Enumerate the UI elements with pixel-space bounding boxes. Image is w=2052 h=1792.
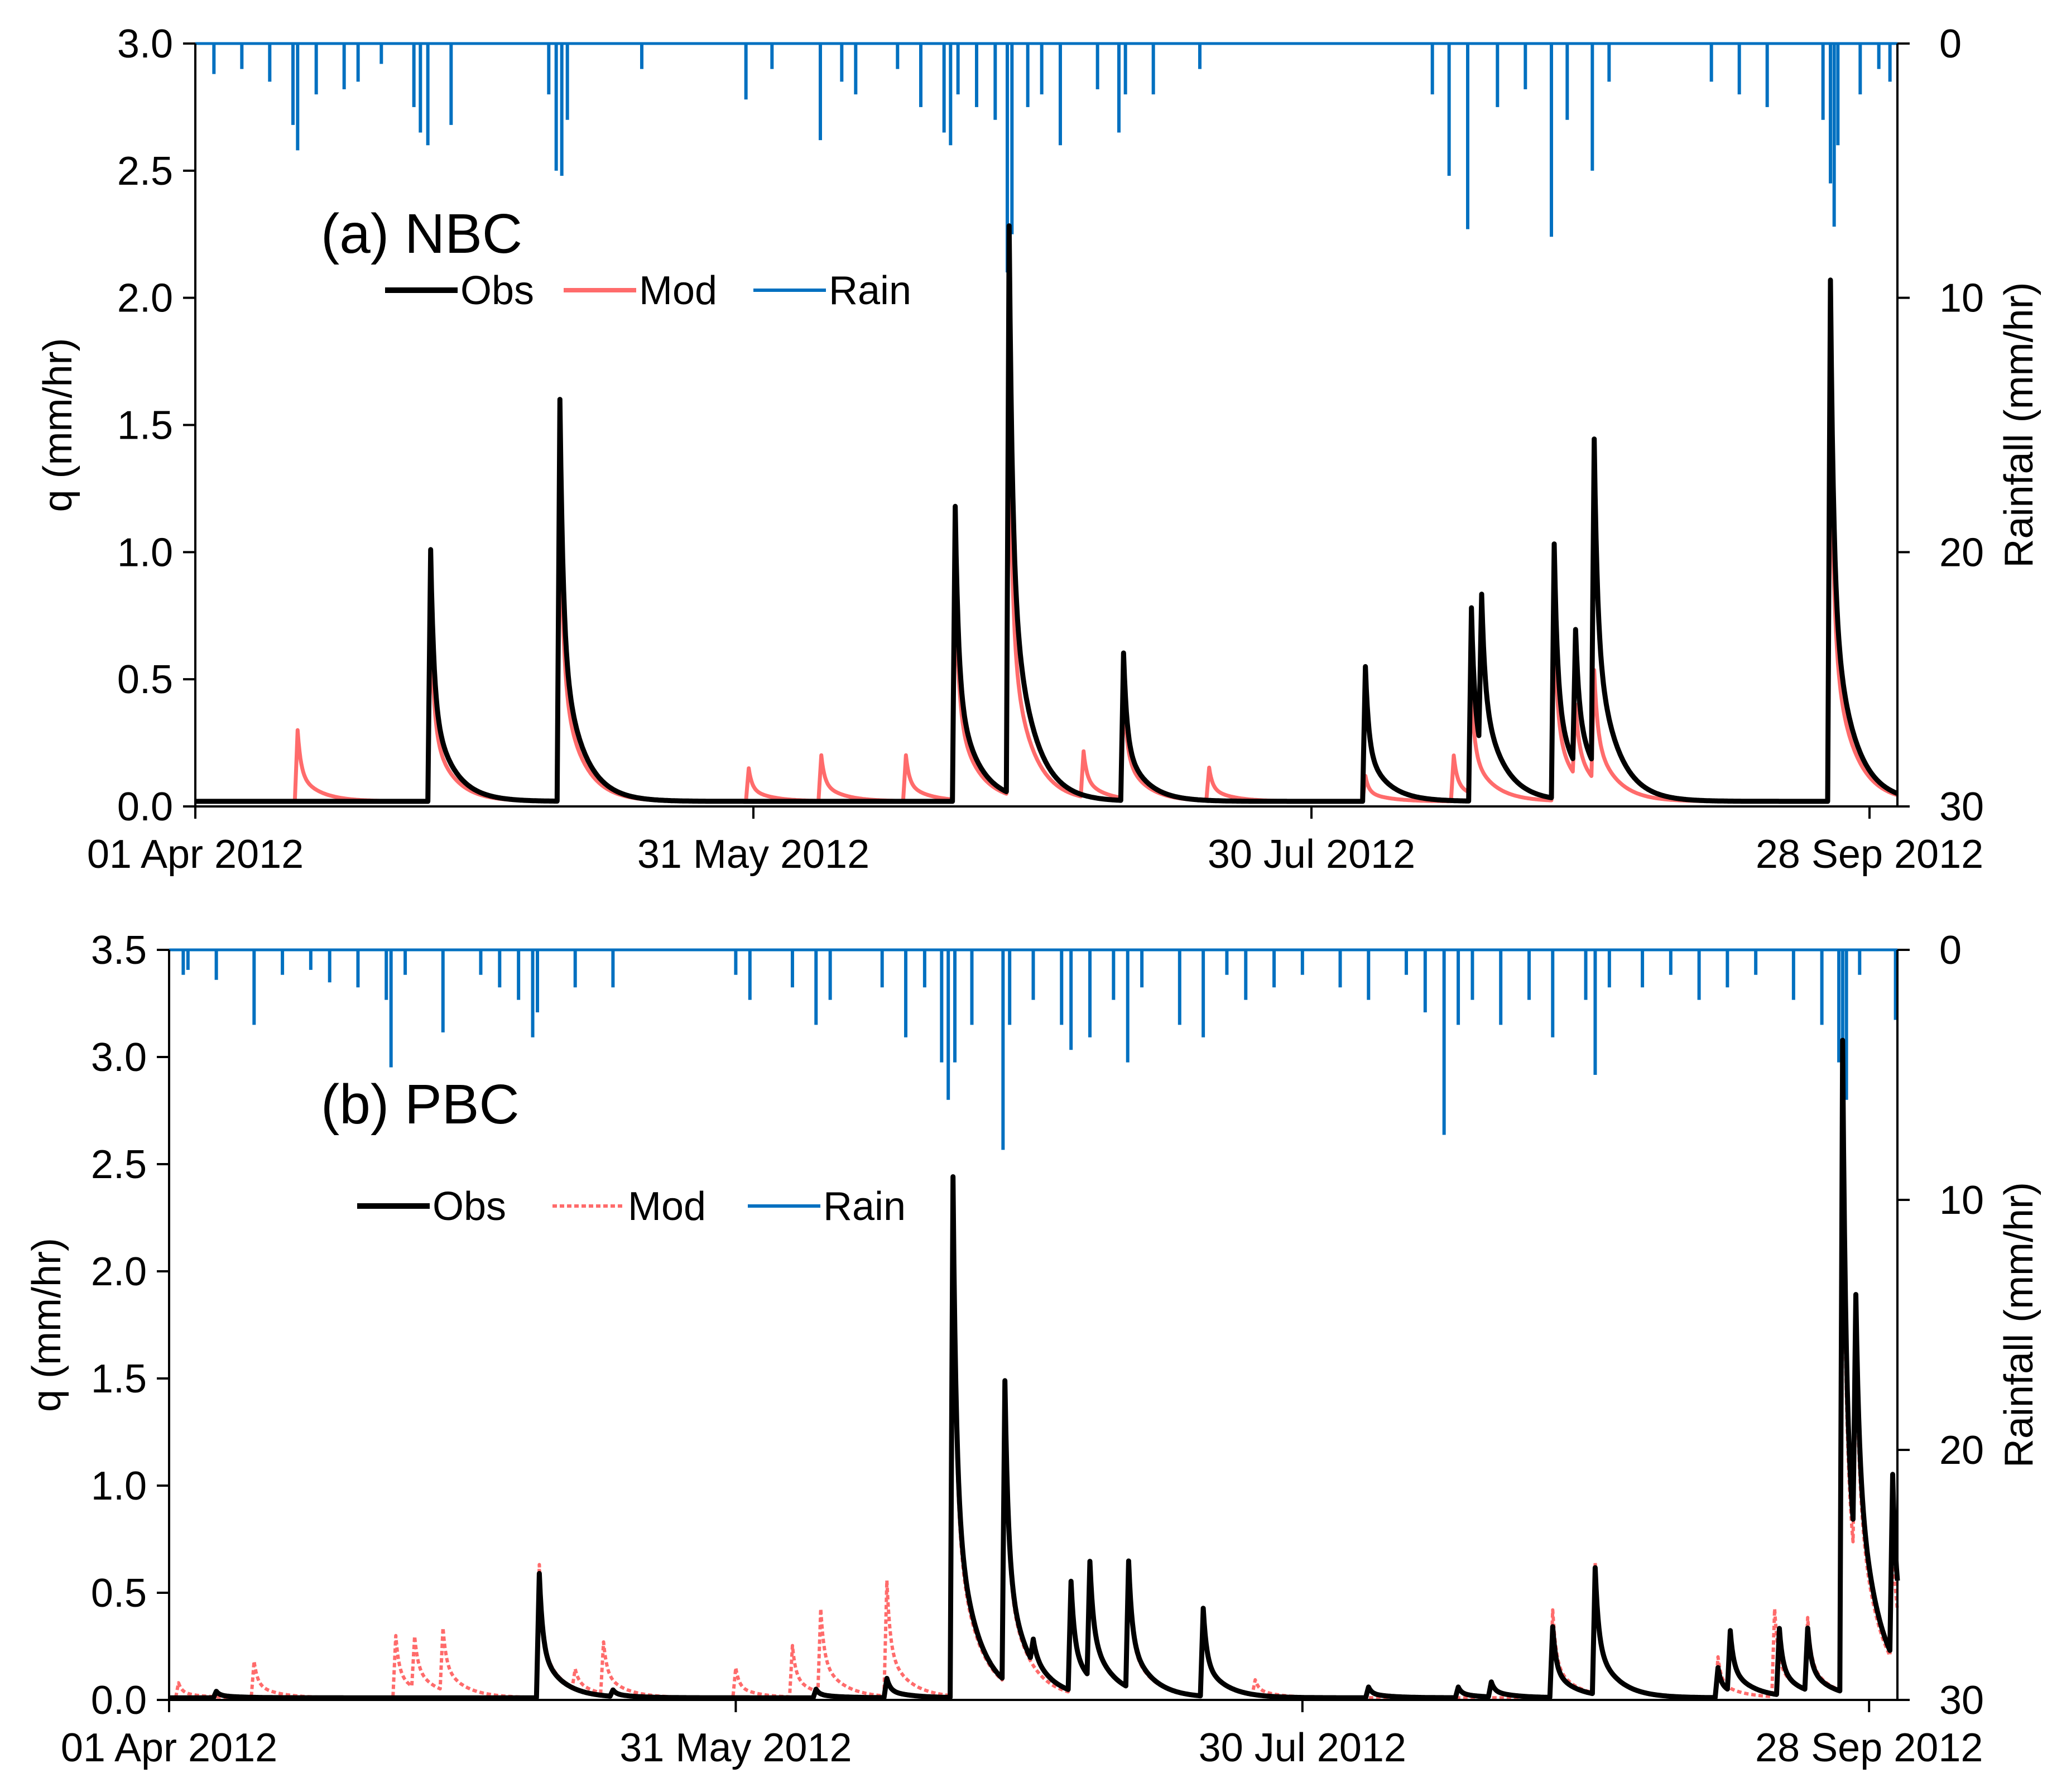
- panel-title: (a) NBC: [321, 203, 522, 265]
- obs-series-line: [194, 223, 1899, 804]
- x-tick-label: 30 Jul 2012: [1199, 1726, 1406, 1770]
- x-tick-label: 01 Apr 2012: [87, 832, 304, 877]
- y-tick-label: 0.5: [91, 1571, 147, 1616]
- tick-marks: [183, 42, 1910, 819]
- rain-series: [195, 42, 1897, 273]
- legend: Obs Mod Rain: [385, 268, 911, 313]
- legend-rain-label: Rain: [829, 268, 911, 313]
- y-tick-label: 2.0: [91, 1250, 147, 1294]
- x-tick-label: 28 Sep 2012: [1755, 1726, 1983, 1770]
- y-tick-labels: 0.0 0.5 1.0 1.5 2.0 2.5 3.0: [117, 22, 173, 829]
- y-tick-label: 2.5: [91, 1142, 147, 1187]
- x-tick-label: 01 Apr 2012: [61, 1726, 277, 1770]
- legend: Obs Mod Rain: [357, 1184, 906, 1229]
- y-axis-title: q (mm/hr): [36, 338, 80, 512]
- legend-rain-label: Rain: [823, 1184, 906, 1229]
- panel-b-chart: 0.0 0.5 1.0 1.5 2.0 2.5 3.0 3.5 0 10 20 …: [25, 928, 2041, 1770]
- panel-title: (b) PBC: [321, 1073, 520, 1136]
- x-tick-label: 30 Jul 2012: [1208, 832, 1415, 877]
- x-tick-label: 31 May 2012: [637, 832, 869, 877]
- legend-obs-label: Obs: [460, 268, 534, 313]
- x-tick-label: 28 Sep 2012: [1756, 832, 1983, 877]
- y-tick-label: 0.0: [117, 785, 173, 829]
- y-tick-label: 0.5: [117, 657, 173, 702]
- y-tick-label: 3.5: [91, 928, 147, 973]
- y2-tick-label: 30: [1939, 1678, 1984, 1723]
- y2-tick-labels: 0 10 20 30: [1939, 22, 1984, 829]
- x-tick-labels: 01 Apr 2012 31 May 2012 30 Jul 2012 28 S…: [87, 832, 1983, 877]
- y-tick-label: 3.0: [117, 22, 173, 66]
- y2-tick-label: 20: [1939, 530, 1984, 575]
- y-tick-label: 2.5: [117, 149, 173, 194]
- panel-a-chart: 0.0 0.5 1.0 1.5 2.0 2.5 3.0 0 10 20 30 0…: [36, 22, 2041, 877]
- y2-tick-label: 30: [1939, 785, 1984, 829]
- legend-mod-label: Mod: [639, 268, 717, 313]
- y-axis-title: q (mm/hr): [25, 1238, 69, 1412]
- tick-marks: [157, 949, 1910, 1712]
- y2-tick-label: 20: [1939, 1428, 1984, 1473]
- obs-series-line: [167, 1037, 1900, 1700]
- legend-obs-label: Obs: [432, 1184, 506, 1229]
- y2-tick-labels: 0 10 20 30: [1939, 928, 1984, 1723]
- y2-tick-label: 0: [1939, 22, 1962, 66]
- y-tick-label: 1.5: [117, 403, 173, 448]
- mod-series-line: [194, 390, 1899, 804]
- y2-tick-label: 10: [1939, 1178, 1984, 1223]
- mod-series-line: [168, 1123, 1899, 1700]
- y-tick-label: 0.0: [91, 1678, 147, 1723]
- y2-tick-label: 0: [1939, 928, 1962, 973]
- y2-tick-label: 10: [1939, 276, 1984, 321]
- y-tick-labels: 0.0 0.5 1.0 1.5 2.0 2.5 3.0 3.5: [91, 928, 147, 1723]
- axes-frame: [194, 44, 1899, 808]
- y-tick-label: 1.5: [91, 1357, 147, 1401]
- legend-mod-label: Mod: [628, 1184, 706, 1229]
- y-tick-label: 1.0: [91, 1464, 147, 1508]
- x-tick-labels: 01 Apr 2012 31 May 2012 30 Jul 2012 28 S…: [61, 1726, 1983, 1770]
- y-tick-label: 3.0: [91, 1035, 147, 1080]
- x-tick-label: 31 May 2012: [619, 1726, 852, 1770]
- rain-series: [169, 948, 1897, 1287]
- y-tick-label: 1.0: [117, 530, 173, 575]
- y-tick-label: 2.0: [117, 276, 173, 321]
- axes-frame: [168, 950, 1899, 1701]
- y2-axis-title: Rainfall (mm/hr): [1997, 282, 2041, 568]
- y2-axis-title: Rainfall (mm/hr): [1997, 1182, 2041, 1468]
